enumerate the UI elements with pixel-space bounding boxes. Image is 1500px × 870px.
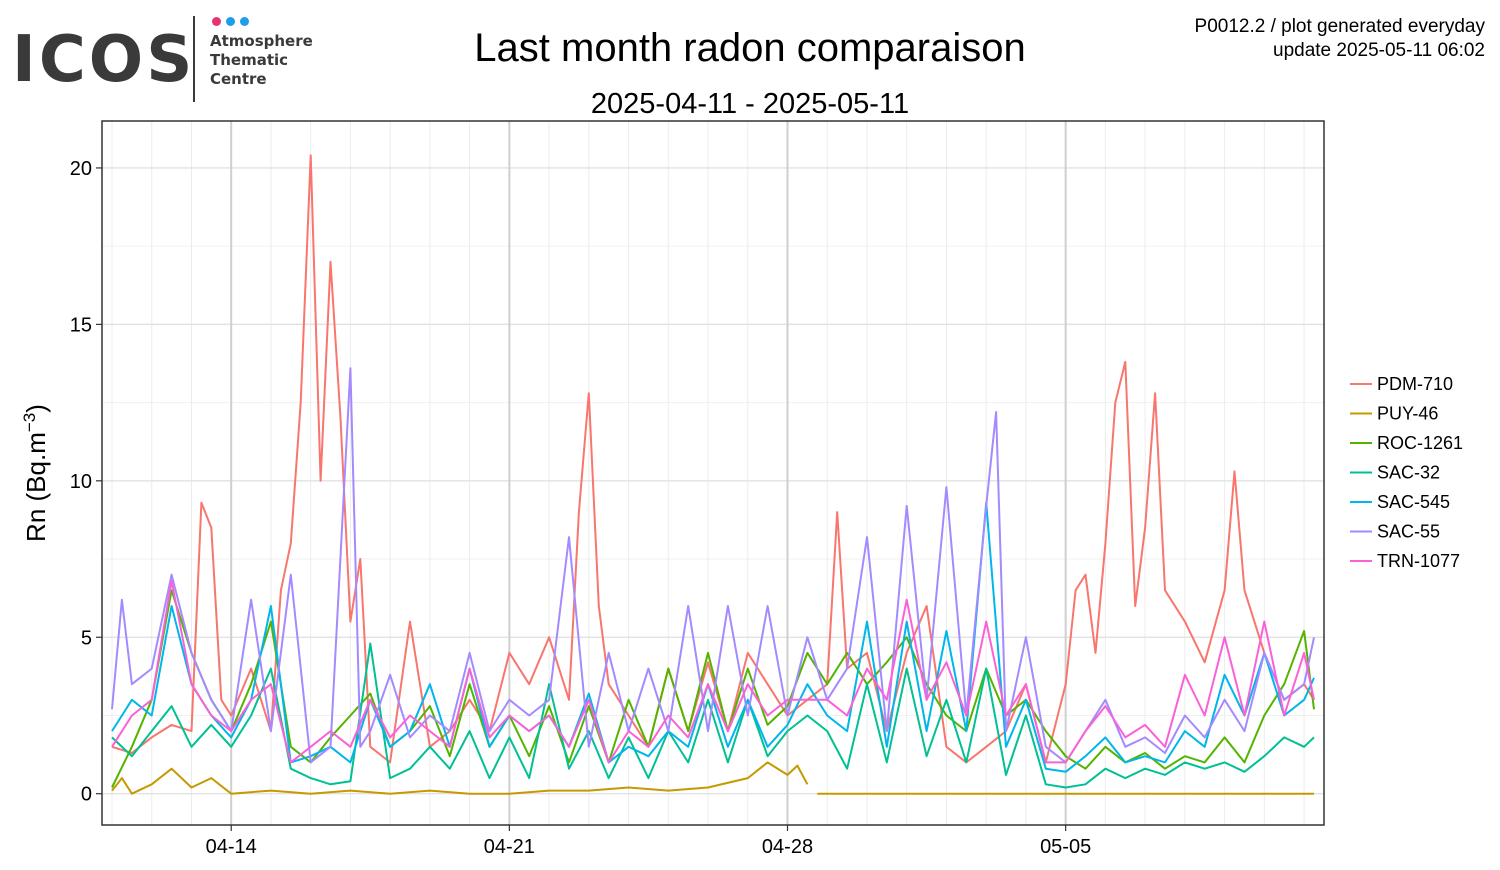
- plot-frame: [101, 120, 1325, 826]
- plot-info-line-2: update 2025-05-11 06:02: [1273, 40, 1485, 61]
- legend-label: SAC-55: [1377, 522, 1440, 542]
- legend-label: ROC-1261: [1377, 433, 1463, 453]
- y-axis-label-close: ): [21, 404, 51, 413]
- chart-title: Last month radon comparaison: [474, 26, 1026, 70]
- logo-line-1: Atmosphere: [210, 32, 313, 50]
- series-line-roc-1261: [111, 589, 1315, 788]
- axis-layer: 0 5 10 15 20 04-14 04-21 04-28 05-05: [70, 158, 1091, 858]
- legend-item-sac-32: SAC-32: [1350, 463, 1440, 483]
- series-line-pdm-710: [111, 154, 1315, 764]
- y-tick-label: 0: [81, 784, 92, 806]
- series-line-puy-46: [111, 761, 1314, 795]
- x-tick-label: 05-05: [1040, 836, 1091, 858]
- logo-line-2: Thematic: [210, 51, 289, 69]
- legend-item-sac-545: SAC-545: [1350, 492, 1450, 512]
- legend-item-trn-1077: TRN-1077: [1350, 551, 1460, 571]
- legend-item-sac-55: SAC-55: [1350, 522, 1440, 542]
- y-tick-label: 20: [70, 158, 92, 180]
- x-tick-label: 04-28: [762, 836, 813, 858]
- y-axis-label-exponent: −3: [20, 413, 39, 432]
- logo-divider: [193, 16, 195, 102]
- chart-subtitle: 2025-04-11 - 2025-05-11: [590, 88, 910, 120]
- logo-line-3: Centre: [210, 70, 267, 88]
- grid-layer: [102, 121, 1324, 825]
- plot-info: P0012.2 / plot generated everyday update…: [1195, 15, 1485, 63]
- legend: PDM-710 PUY-46 ROC-1261 SAC-32 SAC-545 SAC-55…: [1350, 374, 1463, 571]
- series-line-sac-545: [111, 501, 1315, 773]
- series-line-sac-32: [111, 642, 1315, 789]
- y-tick-label: 5: [81, 627, 92, 649]
- y-axis-label-main: Rn (Bq.m: [21, 432, 51, 542]
- legend-label: PUY-46: [1377, 404, 1438, 424]
- icos-logo: ICOS Atmosphere Thematic Centre: [10, 14, 330, 106]
- y-tick-label: 15: [70, 314, 92, 336]
- logo-dot-1: [212, 17, 221, 26]
- legend-label: SAC-32: [1377, 463, 1440, 483]
- legend-label: PDM-710: [1377, 374, 1453, 394]
- logo-wordmark: ICOS: [12, 23, 196, 97]
- legend-item-puy-46: PUY-46: [1350, 404, 1438, 424]
- logo-dot-2: [226, 17, 235, 26]
- legend-item-roc-1261: ROC-1261: [1350, 433, 1463, 453]
- plot-info-line-1: P0012.2 / plot generated everyday: [1194, 16, 1485, 37]
- logo-dot-3: [240, 17, 249, 26]
- x-tick-label: 04-14: [206, 836, 257, 858]
- legend-label: TRN-1077: [1377, 551, 1460, 571]
- series-layer: [111, 154, 1315, 795]
- x-tick-label: 04-21: [484, 836, 535, 858]
- legend-item-pdm-710: PDM-710: [1350, 374, 1453, 394]
- y-axis-label: Rn (Bq.m−3): [20, 404, 51, 542]
- series-line-trn-1077: [111, 579, 1315, 764]
- y-tick-label: 10: [70, 471, 92, 493]
- legend-label: SAC-545: [1377, 492, 1450, 512]
